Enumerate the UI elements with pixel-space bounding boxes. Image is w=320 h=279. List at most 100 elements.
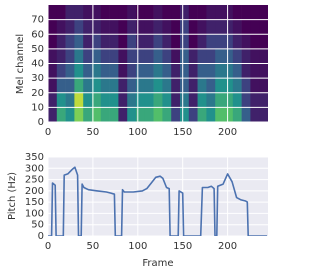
- heatmap-cell: [180, 34, 190, 50]
- heatmap-cell: [109, 107, 119, 122]
- y-axis-label: Pitch (Hz): [7, 172, 18, 220]
- heatmap-cell: [241, 5, 251, 20]
- heatmap-cell: [241, 48, 251, 64]
- heatmap-cell: [56, 48, 66, 64]
- heatmap-cell: [206, 92, 216, 108]
- heatmap-cell: [232, 48, 242, 64]
- heatmap-cell: [65, 63, 75, 79]
- x-tick-label: 100: [128, 127, 147, 138]
- heatmap-cell: [83, 48, 93, 64]
- heatmap-cell: [153, 19, 163, 35]
- heatmap-cell: [136, 48, 146, 64]
- heatmap-cell: [162, 63, 172, 79]
- heatmap-cell: [259, 5, 268, 20]
- heatmap-cell: [92, 107, 102, 122]
- heatmap-cell: [171, 34, 181, 50]
- heatmap-cell: [197, 78, 207, 94]
- x-tick-label: 150: [173, 127, 192, 138]
- heatmap-cell: [259, 92, 268, 108]
- heatmap-cell: [127, 5, 137, 20]
- heatmap-cell: [206, 63, 216, 79]
- heatmap-cell: [127, 78, 137, 94]
- heatmap-cell: [250, 92, 260, 108]
- x-tick-label: 50: [87, 127, 100, 138]
- heatmap-cell: [224, 19, 234, 35]
- heatmap-cell: [259, 63, 268, 79]
- heatmap-cell: [56, 5, 66, 20]
- heatmap-cell: [127, 92, 137, 108]
- heatmap-cell: [162, 19, 172, 35]
- y-tick-label: 0: [38, 117, 44, 128]
- heatmap-cell: [56, 19, 66, 35]
- heatmap-cell: [74, 107, 84, 122]
- heatmap-cell: [144, 34, 154, 50]
- heatmap-cell: [127, 107, 137, 122]
- heatmap-cell: [188, 19, 198, 35]
- heatmap-cell: [188, 92, 198, 108]
- heatmap-cell: [109, 78, 119, 94]
- heatmap-cell: [118, 48, 128, 64]
- heatmap-cell: [48, 48, 58, 64]
- heatmap-cell: [136, 92, 146, 108]
- heatmap-cell: [56, 63, 66, 79]
- heatmap-cell: [180, 19, 190, 35]
- pitch-line: [48, 166, 268, 236]
- heatmap-cell: [127, 34, 137, 50]
- heatmap-cell: [109, 92, 119, 108]
- heatmap-cell: [100, 107, 110, 122]
- plot-layer: [48, 157, 268, 236]
- heatmap-cell: [136, 63, 146, 79]
- heatmap-cell: [48, 107, 58, 122]
- heatmap-cell: [100, 78, 110, 94]
- heatmap-cell: [215, 34, 225, 50]
- heatmap-cell: [197, 63, 207, 79]
- heatmap-cell: [144, 19, 154, 35]
- heatmap-cell: [100, 48, 110, 64]
- heatmap-cell: [144, 63, 154, 79]
- y-tick-label: 50: [31, 44, 44, 55]
- heatmap-cell: [56, 92, 66, 108]
- heatmap-cell: [92, 48, 102, 64]
- x-tick-label: 0: [45, 127, 51, 138]
- heatmap-cell: [65, 5, 75, 20]
- heatmap-cell: [83, 63, 93, 79]
- heatmap-cell: [48, 34, 58, 50]
- heatmap-cell: [109, 5, 119, 20]
- heatmap-cell: [65, 48, 75, 64]
- heatmap-cell: [224, 107, 234, 122]
- heatmap-cell: [171, 63, 181, 79]
- heatmap-cell: [162, 48, 172, 64]
- heatmap-cell: [197, 48, 207, 64]
- heatmap-cell: [144, 78, 154, 94]
- heatmap-cell: [100, 92, 110, 108]
- heatmap-cell: [109, 19, 119, 35]
- heatmap-cell: [65, 107, 75, 122]
- heatmap-cell: [215, 48, 225, 64]
- heatmap-cell: [259, 34, 268, 50]
- heatmap-cell: [48, 92, 58, 108]
- y-tick-label: 60: [31, 29, 44, 40]
- heatmap-cell: [136, 107, 146, 122]
- heatmap-cell: [171, 107, 181, 122]
- heatmap-cell: [153, 78, 163, 94]
- heatmap-cell: [100, 5, 110, 20]
- heatmap-cell: [153, 107, 163, 122]
- heatmap-cell: [127, 48, 137, 64]
- heatmap-cell: [118, 78, 128, 94]
- heatmap-cell: [197, 107, 207, 122]
- heatmap-cell: [136, 34, 146, 50]
- heatmap-cell: [232, 34, 242, 50]
- heatmap-cell: [171, 19, 181, 35]
- heatmap-cell: [250, 34, 260, 50]
- heatmap-cell: [206, 34, 216, 50]
- heatmap-cell: [180, 63, 190, 79]
- heatmap-cell: [180, 48, 190, 64]
- y-tick-label: 40: [31, 59, 44, 70]
- heatmap-cell: [136, 78, 146, 94]
- heatmap-cell: [144, 48, 154, 64]
- heatmap-cell: [48, 63, 58, 79]
- heatmap-cell: [92, 63, 102, 79]
- heatmap-cell: [74, 63, 84, 79]
- heatmap-cell: [92, 19, 102, 35]
- heatmap-cell: [241, 63, 251, 79]
